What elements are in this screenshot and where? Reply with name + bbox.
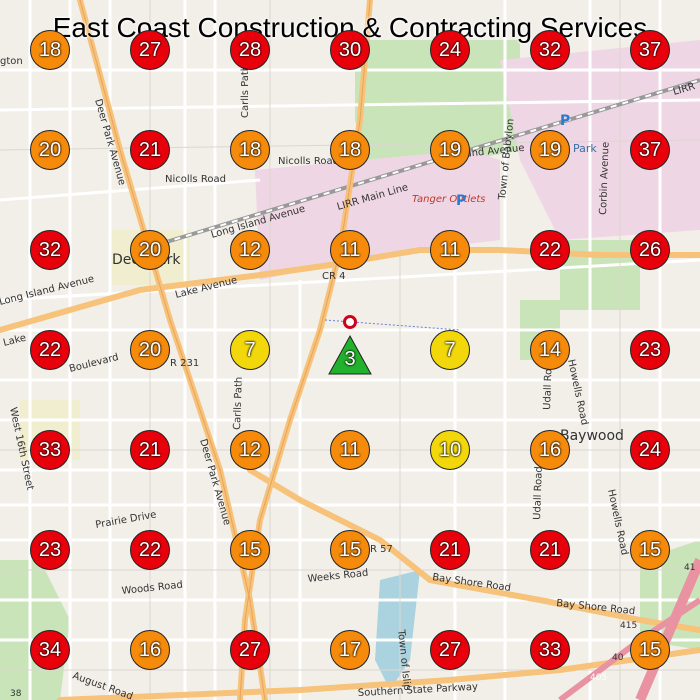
label-park: Park — [573, 142, 597, 155]
label-nicolls-road-w: Nicolls Road — [165, 174, 226, 185]
grid-marker[interactable]: 15 — [330, 530, 370, 570]
grid-marker[interactable]: 15 — [230, 530, 270, 570]
grid-marker[interactable]: 27 — [230, 630, 270, 670]
grid-marker[interactable]: 20 — [130, 330, 170, 370]
commercial-area-ne — [500, 40, 700, 240]
grid-marker[interactable]: 21 — [130, 130, 170, 170]
label-r38: 38 — [10, 689, 22, 699]
grid-marker[interactable]: 16 — [130, 630, 170, 670]
grid-marker[interactable]: 32 — [30, 230, 70, 270]
center-triangle-marker[interactable]: 3 — [327, 334, 373, 376]
grid-marker[interactable]: 11 — [430, 230, 470, 270]
grid-marker[interactable]: 18 — [230, 130, 270, 170]
label-baywood: Baywood — [560, 428, 624, 444]
label-r405-a: 405 — [590, 673, 607, 683]
location-pin-icon[interactable] — [343, 315, 357, 329]
label-r231: R 231 — [170, 358, 199, 369]
grid-marker[interactable]: 19 — [430, 130, 470, 170]
label-tanger-outlets: Tanger Outlets — [412, 194, 486, 205]
park-area-e — [560, 240, 640, 310]
label-r405-b: 40 — [612, 653, 624, 663]
grid-marker[interactable]: 21 — [530, 530, 570, 570]
grid-marker[interactable]: 30 — [330, 30, 370, 70]
grid-marker[interactable]: 16 — [530, 430, 570, 470]
grid-marker[interactable]: 33 — [30, 430, 70, 470]
parking-icon-1: P — [560, 113, 570, 129]
label-nicolls-road-e: Nicolls Road — [278, 156, 339, 167]
grid-marker[interactable]: 15 — [630, 530, 670, 570]
label-carlls-path-s: Carlls Path — [232, 377, 245, 430]
label-lake-w: Lake — [2, 333, 27, 349]
grid-marker[interactable]: 33 — [530, 630, 570, 670]
grid-marker[interactable]: 11 — [330, 230, 370, 270]
grid-marker[interactable]: 34 — [30, 630, 70, 670]
grid-marker[interactable]: 26 — [630, 230, 670, 270]
boundary-path — [324, 319, 461, 331]
grid-marker[interactable]: 7 — [430, 330, 470, 370]
grid-marker[interactable]: 22 — [30, 330, 70, 370]
label-udall-road-s: Udall Road — [532, 466, 545, 520]
label-carlls-path-n: Carlls Path — [240, 65, 251, 118]
grid-marker[interactable]: 7 — [230, 330, 270, 370]
grid-marker[interactable]: 17 — [330, 630, 370, 670]
grid-marker[interactable]: 11 — [330, 430, 370, 470]
grid-marker[interactable]: 20 — [130, 230, 170, 270]
parking-icon-2: P — [456, 193, 466, 209]
grid-marker[interactable]: 24 — [630, 430, 670, 470]
grid-marker[interactable]: 18 — [330, 130, 370, 170]
grid-marker[interactable]: 22 — [530, 230, 570, 270]
grid-marker[interactable]: 22 — [130, 530, 170, 570]
grid-marker[interactable]: 12 — [230, 430, 270, 470]
grid-marker[interactable]: 20 — [30, 130, 70, 170]
label-r41: 41 — [684, 563, 695, 573]
grid-marker[interactable]: 24 — [430, 30, 470, 70]
label-cr4: CR 4 — [322, 271, 345, 282]
label-r415: 415 — [620, 621, 637, 631]
grid-marker[interactable]: 21 — [130, 430, 170, 470]
triangle-icon — [328, 334, 372, 375]
grid-marker[interactable]: 14 — [530, 330, 570, 370]
label-gton: gton — [0, 56, 23, 67]
grid-marker[interactable]: 23 — [630, 330, 670, 370]
grid-marker[interactable]: 28 — [230, 30, 270, 70]
label-r57: R 57 — [370, 544, 393, 555]
grid-marker[interactable]: 19 — [530, 130, 570, 170]
grid-marker[interactable]: 23 — [30, 530, 70, 570]
highway-se — [635, 558, 700, 700]
grid-marker[interactable]: 18 — [30, 30, 70, 70]
grid-marker[interactable]: 37 — [630, 130, 670, 170]
grid-marker[interactable]: 27 — [130, 30, 170, 70]
grid-marker[interactable]: 10 — [430, 430, 470, 470]
rail-line — [139, 78, 700, 252]
grid-marker[interactable]: 27 — [430, 630, 470, 670]
grid-marker[interactable]: 21 — [430, 530, 470, 570]
grid-marker[interactable]: 12 — [230, 230, 270, 270]
label-corbin-avenue: Corbin Avenue — [598, 142, 612, 215]
grid-marker[interactable]: 37 — [630, 30, 670, 70]
center-marker-value: 3 — [344, 348, 356, 370]
grid-marker[interactable]: 32 — [530, 30, 570, 70]
grid-marker[interactable]: 15 — [630, 630, 670, 670]
